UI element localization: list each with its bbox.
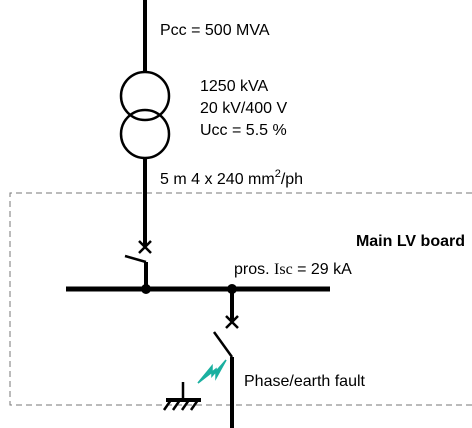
isc-text: pros. [234,261,274,278]
feeder-blade [212,331,234,358]
transformer-ucc: Ucc = 5.5 % [200,122,287,139]
cable-text: /ph [281,171,303,188]
isc-symbol: Isc [274,261,293,278]
transformer-voltage: 20 kV/400 V [200,100,288,117]
transformer-primary [119,70,171,122]
cable-sup: 2 [275,168,281,180]
board-title: Main LV board [356,233,465,250]
transformer-rating: 1250 kVA [200,78,269,95]
cable-label: 5 m 4 x 240 mm2/ph [160,168,303,188]
fault-label: Phase/earth fault [244,373,366,390]
fault-bolt [197,359,227,384]
cable-text: 5 m 4 x 240 mm [160,171,275,188]
feeder-cross [225,315,239,329]
transformer-secondary [119,108,171,160]
supply-label: Pcc = 500 MVA [160,22,270,39]
junction [141,284,151,294]
breaker-cross [138,240,152,254]
board-boundary [9,192,472,406]
breaker-blade [124,254,147,264]
earth-hatch [162,399,200,411]
isc-text: = 29 kA [293,261,352,278]
isc-label: pros. Isc = 29 kA [234,261,352,278]
